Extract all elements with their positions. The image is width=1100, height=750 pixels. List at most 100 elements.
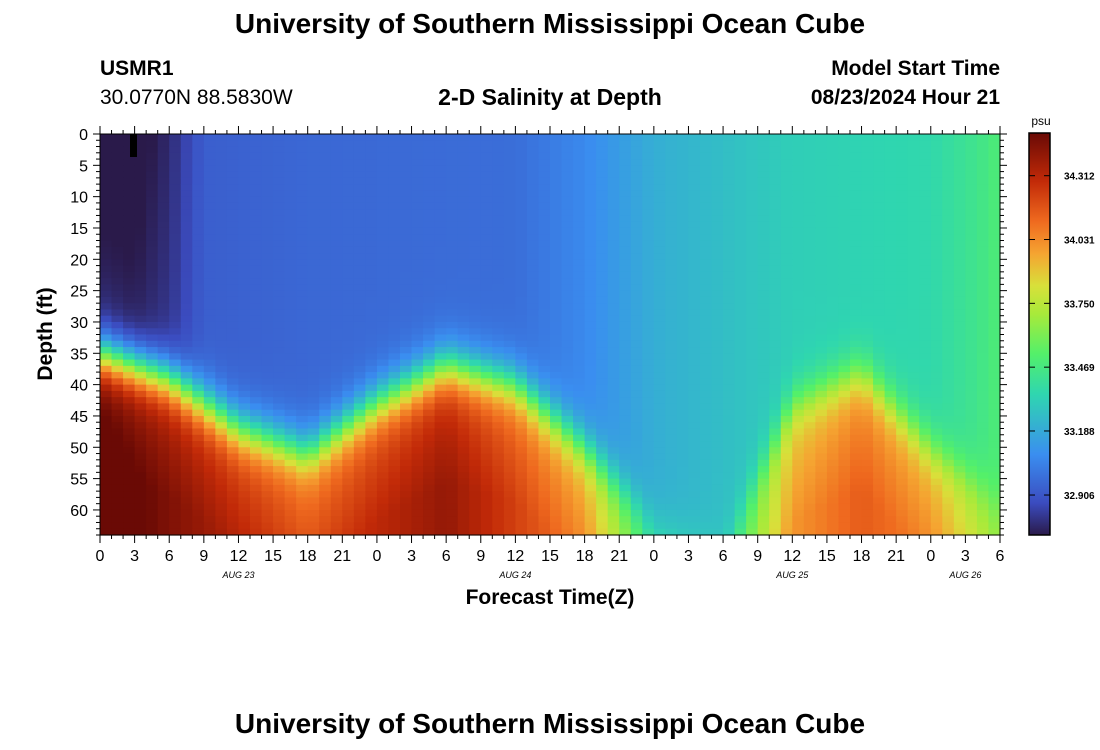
heatmap-cell [826, 453, 840, 461]
heatmap-cell [792, 390, 805, 398]
heatmap-cell [434, 516, 447, 524]
heatmap-cell [100, 171, 113, 179]
heatmap-cell [780, 415, 793, 423]
heatmap-cell [400, 296, 413, 304]
heatmap-cell [307, 484, 320, 492]
heatmap-cell [250, 146, 263, 154]
heatmap-cell [919, 278, 932, 285]
heatmap-cell [146, 140, 159, 148]
heatmap-cell [619, 466, 632, 473]
heatmap-cell [803, 491, 816, 499]
heatmap-cell [446, 140, 459, 148]
heatmap-cell [446, 221, 459, 229]
heatmap-cell [746, 284, 759, 292]
heatmap-cell [550, 284, 563, 292]
heatmap-cell [757, 415, 770, 423]
heatmap-cell [884, 234, 897, 242]
heatmap-cell [111, 309, 124, 317]
heatmap-cell [619, 227, 632, 235]
heatmap-cell [250, 491, 263, 499]
heatmap-cell [700, 253, 713, 260]
heatmap-cell [319, 209, 332, 217]
heatmap-cell [423, 290, 436, 298]
heatmap-cell [711, 284, 724, 292]
heatmap-cell [896, 441, 909, 448]
heatmap-cell [400, 528, 413, 536]
heatmap-cell [723, 378, 736, 386]
heatmap-cell [480, 234, 493, 242]
heatmap-cell [653, 353, 666, 361]
heatmap-cell [446, 516, 459, 524]
heatmap-cell [850, 140, 863, 148]
heatmap-cell [942, 497, 955, 505]
heatmap-cell [757, 409, 770, 417]
heatmap-cell [365, 165, 378, 173]
heatmap-cell [469, 434, 482, 442]
heatmap-cell [226, 227, 240, 235]
heatmap-cell [180, 353, 193, 361]
heatmap-cell [238, 353, 251, 361]
heatmap-cell [988, 184, 1001, 191]
heatmap-cell [123, 365, 136, 373]
heatmap-cell [342, 484, 355, 492]
heatmap-cell [123, 290, 136, 298]
heatmap-cell [803, 472, 816, 480]
heatmap-cell [942, 184, 955, 191]
heatmap-cell [596, 140, 609, 148]
heatmap-cell [688, 466, 701, 473]
heatmap-cell [919, 409, 932, 417]
heatmap-cell [573, 177, 586, 185]
heatmap-cell [434, 171, 447, 179]
heatmap-cell [630, 353, 643, 361]
heatmap-cell [111, 227, 124, 235]
heatmap-cell [850, 365, 863, 373]
heatmap-cell [653, 253, 666, 260]
heatmap-cell [653, 466, 666, 473]
heatmap-cell [965, 453, 978, 461]
heatmap-cell [942, 234, 955, 242]
heatmap-cell [480, 384, 493, 392]
heatmap-cell [780, 428, 793, 436]
heatmap-cell [815, 290, 828, 298]
heatmap-cell [261, 140, 274, 148]
heatmap-cell [746, 171, 759, 179]
heatmap-cell [561, 196, 574, 204]
heatmap-cell [780, 271, 793, 279]
heatmap-cell [988, 359, 1001, 367]
heatmap-cell [503, 347, 516, 354]
heatmap-cell [665, 321, 678, 329]
heatmap-cell [746, 359, 759, 367]
heatmap-cell [226, 503, 240, 511]
heatmap-cell [515, 259, 528, 267]
heatmap-cell [826, 428, 840, 436]
heatmap-cell [630, 428, 643, 436]
heatmap-cell [700, 497, 713, 505]
heatmap-cell [734, 159, 747, 166]
heatmap-cell [400, 315, 413, 323]
heatmap-cell [734, 422, 747, 430]
heatmap-cell [169, 202, 182, 210]
heatmap-cell [780, 441, 793, 448]
heatmap-cell [538, 140, 551, 148]
heatmap-cell [307, 184, 320, 191]
heatmap-cell [203, 347, 216, 354]
heatmap-cell [573, 146, 586, 154]
heatmap-cell [411, 328, 424, 336]
heatmap-cell [665, 447, 678, 455]
heatmap-cell [792, 453, 805, 461]
heatmap-cell [157, 509, 170, 517]
heatmap-cell [861, 227, 874, 235]
heatmap-cell [942, 171, 955, 179]
heatmap-cell [573, 259, 586, 267]
heatmap-cell [365, 503, 378, 511]
heatmap-cell [376, 240, 390, 248]
heatmap-cell [123, 284, 136, 292]
heatmap-cell [434, 209, 447, 217]
heatmap-cell [861, 140, 874, 148]
heatmap-cell [411, 497, 424, 505]
heatmap-cell [446, 234, 459, 242]
heatmap-cell [457, 315, 470, 323]
heatmap-cell [780, 284, 793, 292]
heatmap-cell [826, 340, 840, 348]
heatmap-cell [792, 528, 805, 536]
